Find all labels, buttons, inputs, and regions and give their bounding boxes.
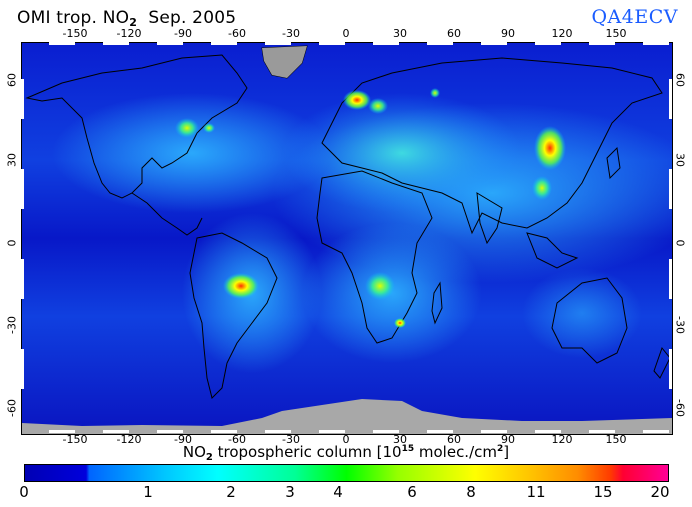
lat-label: 60 bbox=[5, 73, 19, 87]
colorbar-tick: 1 bbox=[143, 483, 153, 501]
colorbar-tick: 15 bbox=[593, 483, 613, 501]
lon-label: -150 bbox=[62, 27, 88, 40]
lat-label: 30 bbox=[673, 153, 687, 167]
lon-label: 30 bbox=[393, 433, 407, 446]
colorbar bbox=[24, 464, 669, 482]
lon-label: -60 bbox=[228, 433, 246, 446]
world-map-graphic bbox=[22, 43, 672, 434]
lat-label: -30 bbox=[673, 316, 687, 334]
lon-label: -30 bbox=[282, 27, 300, 40]
colorbar-label: NO2 tropospheric column [1015 molec./cm2… bbox=[182, 443, 510, 463]
top-tick-bar bbox=[22, 42, 670, 45]
lon-label: 60 bbox=[447, 433, 461, 446]
colorbar-tick: 0 bbox=[19, 483, 29, 501]
lon-label: -30 bbox=[282, 433, 300, 446]
lat-label: 30 bbox=[5, 153, 19, 167]
left-tick-bar bbox=[21, 42, 24, 433]
lon-label: 90 bbox=[501, 27, 515, 40]
lon-label: -60 bbox=[228, 27, 246, 40]
colorbar-tick: 11 bbox=[526, 483, 546, 501]
colorbar-tick: 4 bbox=[333, 483, 343, 501]
lon-label: 30 bbox=[393, 27, 407, 40]
brand-logo: QA4ECV bbox=[591, 6, 678, 28]
colorbar-tick: 8 bbox=[466, 483, 476, 501]
colorbar-tick: 20 bbox=[650, 483, 670, 501]
lon-label: -90 bbox=[174, 433, 192, 446]
right-tick-bar bbox=[669, 42, 672, 433]
lon-label: -90 bbox=[174, 27, 192, 40]
lon-label: 60 bbox=[447, 27, 461, 40]
lon-label: 90 bbox=[501, 433, 515, 446]
colorbar-tick: 3 bbox=[285, 483, 295, 501]
lon-label: -120 bbox=[116, 27, 142, 40]
lon-label: 0 bbox=[342, 27, 350, 40]
lon-label: -150 bbox=[62, 433, 88, 446]
bottom-tick-bar bbox=[22, 430, 670, 433]
lon-label: -120 bbox=[116, 433, 142, 446]
no2-map bbox=[21, 42, 673, 435]
colorbar-tick: 2 bbox=[226, 483, 236, 501]
lon-label: 120 bbox=[551, 27, 573, 40]
lat-label: -30 bbox=[5, 316, 19, 334]
lat-label: 60 bbox=[673, 73, 687, 87]
lat-label: 0 bbox=[673, 239, 687, 247]
lat-label: -60 bbox=[5, 399, 19, 417]
lon-label: 150 bbox=[605, 27, 627, 40]
colorbar-tick: 6 bbox=[407, 483, 417, 501]
lon-label: 150 bbox=[605, 433, 627, 446]
lon-label: 0 bbox=[342, 433, 350, 446]
lat-label: -60 bbox=[673, 399, 687, 417]
lon-label: 120 bbox=[551, 433, 573, 446]
map-title: OMI trop. NO2 Sep. 2005 bbox=[17, 8, 237, 29]
lat-label: 0 bbox=[5, 239, 19, 247]
